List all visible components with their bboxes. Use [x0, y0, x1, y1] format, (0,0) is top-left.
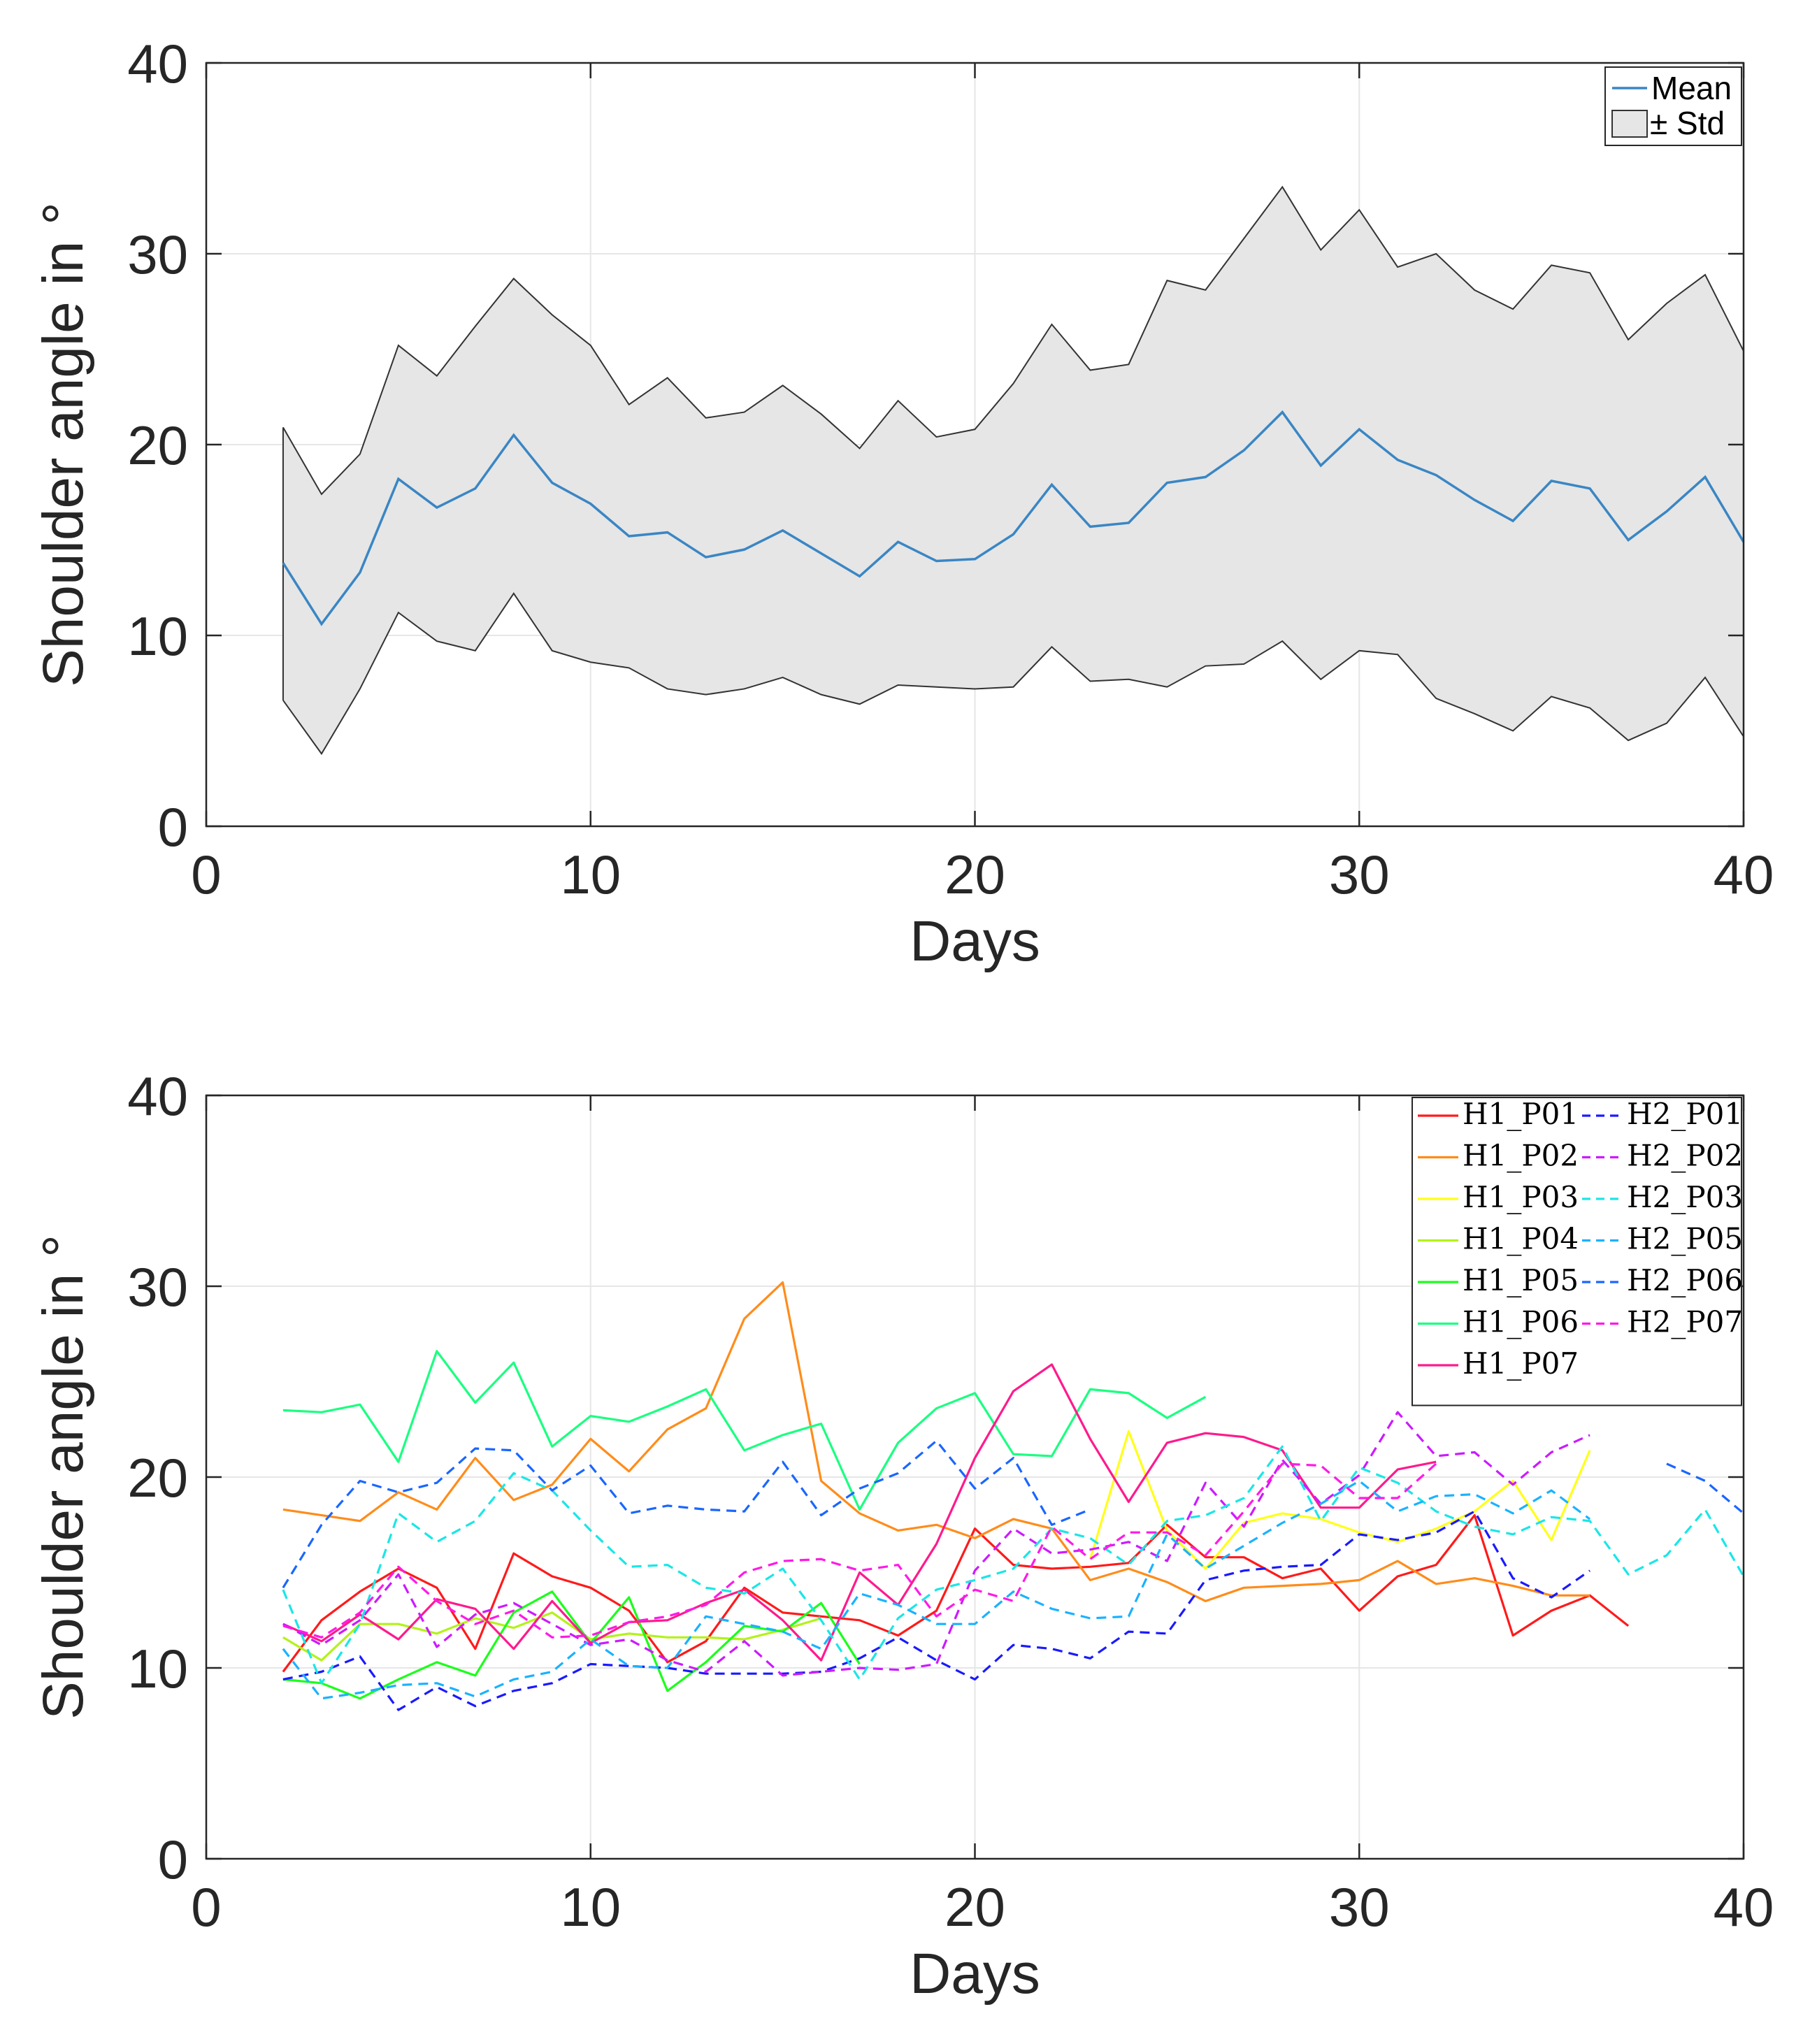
series-line-h1-p01	[282, 1514, 1630, 1673]
y-tick-label: 10	[127, 605, 188, 667]
y-axis-label: Shoulder angle in °	[31, 202, 95, 687]
x-tick-label: 10	[560, 1876, 621, 1938]
legend-2: H1_P01 H1_P02 H1_P03 H1_P04 H1_P05 H1_P06 H1_P…	[1411, 1097, 1743, 1406]
series-line-h1-p07	[282, 1363, 1437, 1662]
legend-label: H1_P06	[1463, 1305, 1579, 1339]
y-tick-label: 30	[127, 1256, 188, 1318]
x-tick-label: 40	[1714, 844, 1774, 905]
legend-box	[1411, 1097, 1742, 1406]
y-tick-label: 40	[127, 33, 188, 94]
series-line-h2-p01	[282, 1510, 1591, 1711]
x-axis-label: Days	[910, 909, 1040, 973]
mean-line	[282, 410, 1745, 626]
legend-std-label: ± Std	[1650, 105, 1725, 141]
series-line-h2-p05	[282, 1479, 1591, 1700]
series-line-h2-p02	[282, 1411, 1590, 1677]
legend-label: H1_P03	[1463, 1180, 1579, 1214]
std-upper-edge	[282, 185, 1744, 496]
x-tick-label: 10	[560, 844, 621, 905]
axes-1: 0 10 20 30 40 0 10 20 30 40 Days Shoulder angle in …	[31, 33, 1774, 973]
legend-label: H1_P04	[1463, 1222, 1579, 1256]
legend-label: H1_P02	[1463, 1139, 1579, 1173]
x-axis-label: Days	[910, 1942, 1040, 2006]
y-axis-label: Shoulder angle in °	[31, 1235, 95, 1720]
legend-label: H1_P05	[1463, 1263, 1579, 1297]
legend-mean-label: Mean	[1651, 70, 1732, 106]
series-line-h2-p07	[282, 1462, 1437, 1639]
y-tick-label: 40	[127, 1065, 188, 1127]
legend-label: H2_P01	[1627, 1097, 1743, 1131]
x-tick-label: 30	[1329, 844, 1390, 905]
std-band	[282, 187, 1744, 754]
std-lower-edge	[282, 592, 1744, 756]
y-tick-label: 30	[127, 224, 188, 285]
legend-label: H2_P02	[1627, 1139, 1743, 1173]
x-tick-label: 40	[1714, 1876, 1774, 1938]
y-tick-label: 20	[127, 1447, 188, 1509]
legend-label: H1_P07	[1463, 1346, 1579, 1381]
y-tick-label: 10	[127, 1638, 188, 1699]
x-tick-label: 30	[1329, 1876, 1390, 1938]
legend-label: H2_P06	[1627, 1263, 1743, 1297]
series-line-h2-p03	[282, 1445, 1745, 1685]
series-line-h2-p06	[282, 1439, 1091, 1589]
y-tick-label: 20	[127, 415, 188, 476]
series-line-h2-p06	[1666, 1462, 1745, 1515]
x-tick-label: 20	[944, 1876, 1005, 1938]
series-line-h1-p06	[282, 1350, 1207, 1511]
series-line-h1-p03	[1089, 1430, 1591, 1570]
legend-label: H1_P01	[1463, 1097, 1579, 1131]
legend-1: Mean± Std	[1604, 66, 1742, 146]
axes-2: 0 10 20 30 40 0 10 20 30 40 Days Shoulder angle in …	[31, 1065, 1774, 2006]
x-tick-label: 0	[191, 1876, 221, 1938]
x-tick-label: 20	[944, 844, 1005, 905]
y-tick-label: 0	[158, 796, 188, 858]
legend-label: H2_P05	[1627, 1222, 1743, 1256]
legend-label: H2_P03	[1627, 1180, 1743, 1214]
legend-std-swatch	[1611, 110, 1648, 138]
y-tick-label: 0	[158, 1829, 188, 1890]
series-line-h1-p02	[282, 1281, 1590, 1602]
x-tick-label: 0	[191, 844, 221, 905]
legend-label: H2_P07	[1627, 1305, 1743, 1339]
